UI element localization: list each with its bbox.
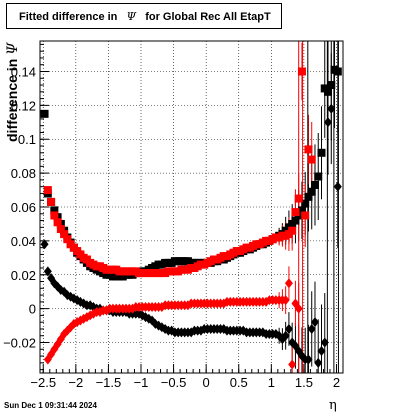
tick-label-y: 0.12 xyxy=(11,98,36,113)
diamond-point xyxy=(284,323,293,334)
tick-label-x: 1.5 xyxy=(295,375,313,390)
y-axis-label: difference in Ψ xyxy=(4,0,21,142)
diamond-point xyxy=(281,330,290,341)
title-suffix: for Global Rec All EtapT xyxy=(145,11,271,23)
title-prefix: Fitted difference in xyxy=(19,11,118,23)
tick-label-y: 0.14 xyxy=(11,64,36,79)
square-point xyxy=(301,211,310,220)
chart-title: Fitted difference in Ψ for Global Rec Al… xyxy=(6,3,282,29)
diamond-point xyxy=(307,323,316,334)
diamond-point xyxy=(281,295,290,306)
square-point xyxy=(327,81,336,90)
tick-label-y: 0.02 xyxy=(11,268,36,283)
x-axis-label: η xyxy=(329,398,337,413)
square-point xyxy=(324,87,333,96)
diamond-point xyxy=(40,239,49,250)
tick-label-y: 0.06 xyxy=(11,200,36,215)
tick-label-x: 0 xyxy=(203,375,210,390)
y-axis-label-symbol: Ψ xyxy=(5,42,21,55)
diamond-point xyxy=(56,285,65,295)
tick-label-y: 0 xyxy=(29,302,36,317)
square-point xyxy=(301,199,310,208)
square-point xyxy=(63,235,72,244)
data-points xyxy=(40,65,342,370)
diamond-point xyxy=(333,181,342,192)
square-point xyxy=(304,192,313,201)
diamond-point xyxy=(43,266,52,277)
tick-label-x: −2.5 xyxy=(30,375,56,390)
diamond-point xyxy=(56,334,65,345)
square-point xyxy=(288,226,297,235)
tick-label-x: −1.5 xyxy=(96,375,122,390)
diamond-point xyxy=(327,103,336,114)
diamond-point xyxy=(284,278,293,289)
square-point xyxy=(50,211,59,220)
square-point xyxy=(294,194,303,203)
square-point xyxy=(56,225,65,234)
diamond-point xyxy=(310,317,319,328)
chart-grid xyxy=(40,41,343,373)
timestamp-footer: Sun Dec 1 09:31:44 2024 xyxy=(4,401,97,410)
square-point xyxy=(291,208,300,217)
diamond-point xyxy=(314,357,323,368)
diamond-point xyxy=(324,117,333,128)
tick-label-x: −0.5 xyxy=(161,375,187,390)
tick-label-x: 1 xyxy=(268,375,275,390)
square-point xyxy=(43,186,52,195)
tick-label-x: 0.5 xyxy=(230,375,248,390)
title-symbol: Ψ xyxy=(126,10,137,23)
diamond-point xyxy=(288,359,297,370)
square-point xyxy=(297,67,306,76)
square-point xyxy=(307,187,316,196)
square-point xyxy=(50,206,59,215)
diamond-point xyxy=(317,345,326,356)
square-point xyxy=(40,109,49,118)
tick-label-x: −1 xyxy=(134,375,149,390)
diamond-point xyxy=(304,354,313,365)
tick-label-y: 0.08 xyxy=(11,166,36,181)
square-point xyxy=(53,218,62,227)
square-point xyxy=(310,180,319,189)
square-point xyxy=(333,67,342,76)
tick-label-y: 0.04 xyxy=(11,234,36,249)
square-point xyxy=(47,197,56,206)
square-point xyxy=(304,145,313,154)
square-point xyxy=(60,230,69,239)
axis-ticks xyxy=(40,43,337,373)
square-point xyxy=(291,216,300,225)
y-axis-label-text: difference in xyxy=(4,58,20,142)
tick-label-x: −2 xyxy=(68,375,83,390)
square-point xyxy=(297,206,306,215)
diamond-point xyxy=(294,303,303,314)
tick-label-y: −0.02 xyxy=(3,336,36,351)
tick-label-x: 2 xyxy=(333,375,340,390)
square-point xyxy=(317,148,326,157)
diamond-point xyxy=(320,337,329,348)
tick-label-y: 0.1 xyxy=(18,132,36,147)
square-point xyxy=(307,155,316,164)
tick-labels: −2.5 −2 −1.5 −1 −0.5 0 0.5 1 1.5 2 −0.02 0 0.02 0.04 0… xyxy=(3,64,340,390)
square-point xyxy=(314,172,323,181)
